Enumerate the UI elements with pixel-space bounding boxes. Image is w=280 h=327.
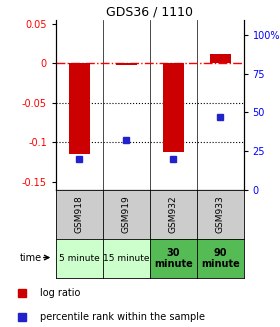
Text: percentile rank within the sample: percentile rank within the sample — [40, 312, 205, 322]
Text: GSM933: GSM933 — [216, 195, 225, 233]
Text: 5 minute: 5 minute — [59, 254, 100, 263]
Text: time: time — [20, 252, 42, 263]
Bar — [116, 63, 137, 65]
Text: 90
minute: 90 minute — [201, 248, 239, 269]
Bar — [69, 63, 90, 154]
Bar — [210, 54, 231, 63]
Text: GSM918: GSM918 — [75, 195, 84, 233]
Text: 30
minute: 30 minute — [154, 248, 193, 269]
Text: GSM932: GSM932 — [169, 195, 178, 233]
Text: 15 minute: 15 minute — [103, 254, 150, 263]
Text: GSM919: GSM919 — [122, 195, 131, 233]
Bar — [163, 63, 184, 152]
Text: log ratio: log ratio — [40, 288, 80, 298]
Title: GDS36 / 1110: GDS36 / 1110 — [106, 6, 193, 18]
